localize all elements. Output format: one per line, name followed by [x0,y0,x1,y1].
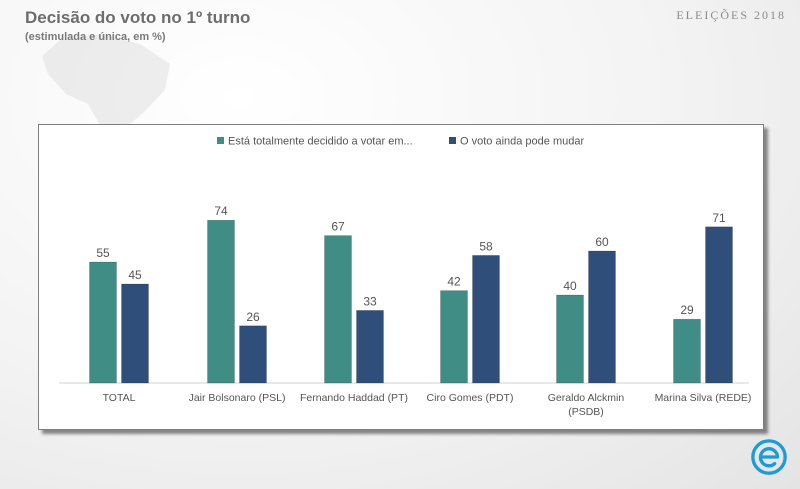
category-label: Marina Silva (REDE) [655,392,752,404]
brazil-map-icon [42,34,170,134]
legend-label: Está totalmente decidido a votar em... [228,136,413,148]
data-label: 42 [447,275,461,289]
page-subtitle: (estimulada e única, em %) [25,31,166,43]
legend-label: O voto ainda pode mudar [460,136,584,148]
bar [556,294,584,384]
data-label: 60 [595,235,609,249]
bar [324,235,352,384]
bar [121,283,149,384]
data-label: 67 [331,220,345,234]
data-label: 33 [363,294,377,308]
bar [588,250,616,384]
bar [673,318,701,384]
chart-panel: Está totalmente decidido a votar em... O … [38,124,764,430]
brand-label: ELEIÇÕES 2018 [676,8,786,22]
data-label: 26 [246,310,260,324]
bar [207,219,235,384]
data-label: 29 [680,303,694,317]
category-label: Ciro Gomes (PDT) [427,392,514,404]
data-label: 55 [96,246,110,260]
bar [239,325,267,384]
e-logo-icon [751,439,787,475]
category-label: TOTAL [103,392,136,404]
bar-chart: Está totalmente decidido a votar em... O … [59,136,752,418]
category-label: (PSDB) [568,406,604,418]
data-label: 71 [712,211,726,225]
legend-marker [217,137,224,144]
bar [472,255,500,384]
category-label: Geraldo Alckmin [548,392,625,404]
category-label: Jair Bolsonaro (PSL) [189,392,286,404]
data-label: 45 [128,268,142,282]
page-title: Decisão do voto no 1º turno [25,8,251,27]
bar [89,261,117,384]
category-label: Fernando Haddad (PT) [300,392,408,404]
data-label: 74 [214,204,228,218]
bar [705,226,733,384]
bar [356,310,384,384]
bar [440,290,468,384]
legend-marker [449,137,456,144]
data-label: 40 [563,279,577,293]
data-label: 58 [479,239,493,253]
